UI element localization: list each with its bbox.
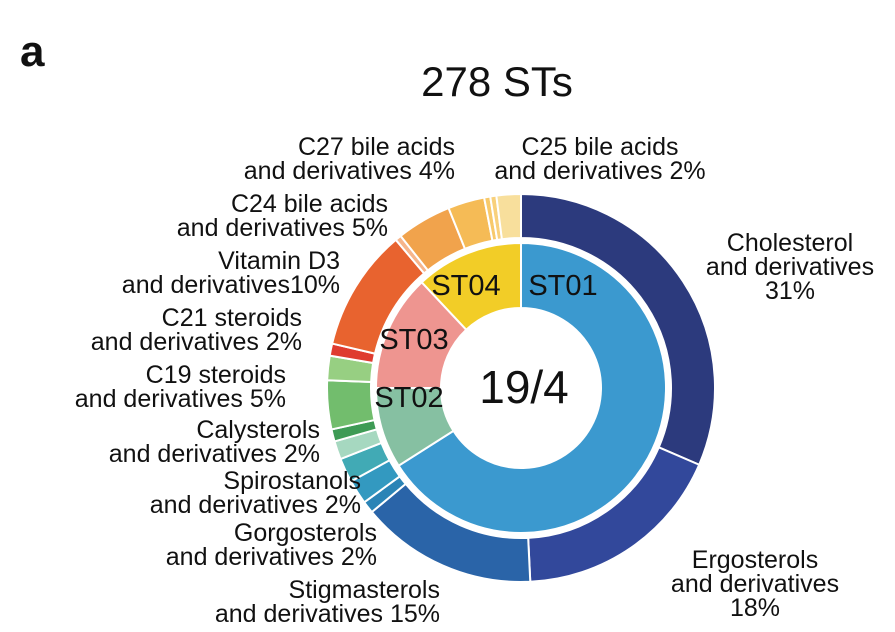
outer-slice-c25-bile-acids-and-derivatives (495, 192, 522, 241)
outer-label-stigmasterols-and-derivatives: Stigmasterols and derivatives 15% (215, 576, 440, 628)
outer-slice-c19-steroids-minor-2 (326, 379, 376, 431)
center-hole (441, 308, 601, 468)
inner-ring-labels: ST01 ST02 ST03 ST04 (374, 270, 597, 414)
outer-label-c25-bile-acids-and-derivatives: C25 bile acids and derivatives 2% (494, 133, 705, 185)
inner-label-st01: ST01 (528, 270, 597, 302)
outer-label-c24-bile-acids-and-derivatives: C24 bile acids and derivatives 5% (177, 190, 388, 242)
inner-label-st03: ST03 (379, 324, 448, 356)
outer-label-c19-steroids-and-derivatives: C19 steroids and derivatives 5% (75, 361, 286, 413)
inner-label-st02: ST02 (374, 382, 443, 414)
outer-label-cholesterol-and-derivatives: Cholesterol and derivatives 31% (706, 229, 874, 305)
chart-title: 278 STs (421, 58, 573, 105)
outer-ring (326, 192, 716, 583)
outer-label-c21-steroids-and-derivatives: C21 steroids and derivatives 2% (91, 304, 302, 356)
outer-label-gorgosterols-and-derivatives: Gorgosterols and derivatives 2% (166, 519, 377, 571)
outer-label-spirostanols-and-derivatives: Spirostanols and derivatives 2% (150, 467, 361, 519)
center-label: 19/4 (479, 361, 569, 413)
outer-label-calysterols-and-derivatives: Calysterols and derivatives 2% (109, 416, 320, 468)
outer-label-vitamin-d3-and-derivatives: Vitamin D3 and derivatives10% (122, 247, 340, 299)
outer-ring-labels: Cholesterol and derivatives 31% Ergosterols… (75, 133, 874, 628)
inner-ring (374, 241, 667, 534)
inner-label-st04: ST04 (431, 270, 500, 302)
outer-label-ergosterols-and-derivatives: Ergosterols and derivatives 18% (671, 546, 839, 622)
panel-label: a (20, 27, 45, 76)
outer-label-c27-bile-acids-and-derivatives: C27 bile acids and derivatives 4% (244, 133, 455, 185)
